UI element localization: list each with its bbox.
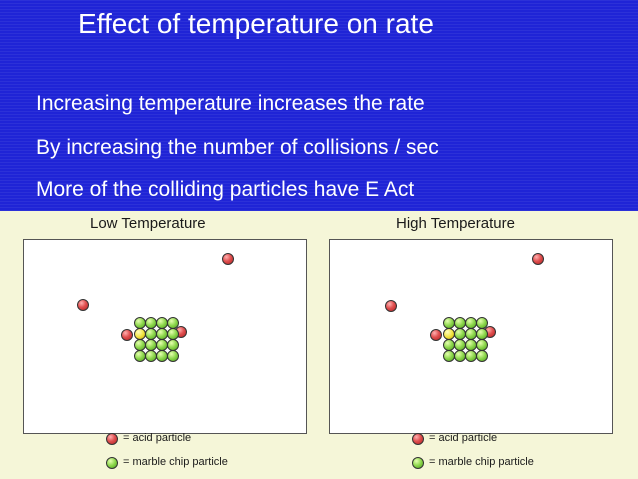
legend-marble-text: = marble chip particle (123, 456, 228, 468)
slide-title: Effect of temperature on rate (78, 8, 434, 39)
acid-particle (121, 329, 133, 341)
acid-particle (385, 300, 397, 312)
acid-particle (532, 253, 544, 265)
bullet-2: By increasing the number of collisions /… (36, 136, 439, 159)
low-temperature-label: Low Temperature (90, 215, 206, 232)
bullet-1: Increasing temperature increases the rat… (36, 92, 425, 115)
acid-particle (222, 253, 234, 265)
marble-chip-particle-icon (106, 457, 118, 469)
legend-acid-text: = acid particle (123, 432, 192, 444)
marble-chip-particle (476, 350, 488, 362)
high-temperature-label: High Temperature (396, 215, 515, 232)
low-temperature-box (23, 239, 307, 434)
temperature-figure: Low Temperature High Temperature (0, 211, 638, 479)
acid-particle (430, 329, 442, 341)
acid-particle-icon (412, 433, 424, 445)
legend-marble-text: = marble chip particle (429, 456, 534, 468)
slide-header: Effect of temperature on rate Increasing… (0, 0, 638, 211)
marble-chip-particle (167, 350, 179, 362)
legend-acid-text: = acid particle (429, 432, 498, 444)
acid-particle-icon (106, 433, 118, 445)
high-temperature-box (329, 239, 613, 434)
bullet-3: More of the colliding particles have E A… (36, 178, 415, 201)
marble-chip-particle-icon (412, 457, 424, 469)
acid-particle (77, 299, 89, 311)
